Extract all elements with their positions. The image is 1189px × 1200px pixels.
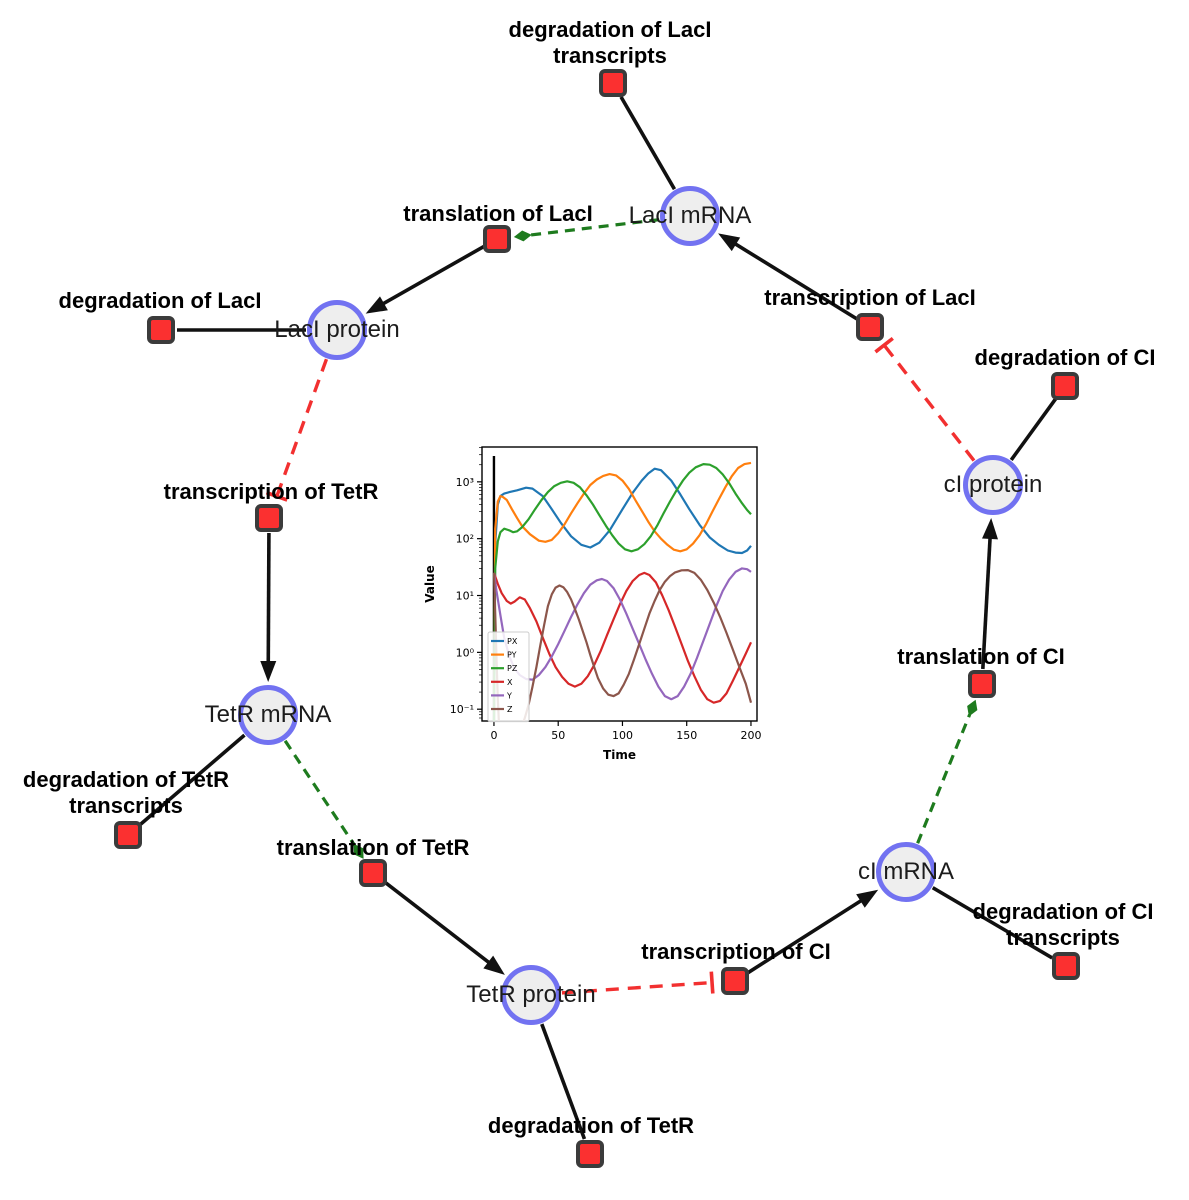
x-tick-label: 100	[612, 729, 633, 742]
y-tick-label: 10⁰	[456, 646, 475, 659]
reaction-label-degradation-laci-transcripts: degradation of LacI transcripts	[508, 17, 712, 68]
y-tick-label: 10¹	[456, 590, 474, 603]
catalysis-diamond-icon	[967, 699, 978, 717]
reaction-node-degradation-tetr-transcripts[interactable]	[114, 821, 142, 849]
series-line-Z	[492, 569, 753, 721]
x-tick-label: 200	[740, 729, 761, 742]
edge-production	[378, 244, 485, 308]
species-node-ci-mrna[interactable]	[876, 842, 936, 902]
edge-production	[730, 240, 859, 321]
species-label-ci-mrna: cI mRNA	[858, 858, 954, 885]
edge-inhibition	[275, 358, 329, 497]
production-arrowhead-icon	[483, 955, 505, 975]
edge-production	[981, 533, 993, 670]
reaction-label-transcription-laci: transcription of LacI	[764, 285, 976, 310]
y-tick-label: 10³	[456, 476, 474, 489]
edge-production	[266, 532, 271, 667]
edge-inhibition	[561, 980, 713, 995]
production-arrowhead-icon	[856, 889, 879, 908]
reaction-node-degradation-ci[interactable]	[1051, 372, 1079, 400]
edge-catalysis	[916, 713, 972, 844]
legend-label-PX: PX	[507, 637, 518, 646]
series-line-X	[492, 571, 752, 704]
reaction-node-translation-tetr[interactable]	[359, 859, 387, 887]
species-label-ci-protein: cI protein	[943, 471, 1043, 498]
species-node-tetr-mrna[interactable]	[238, 685, 298, 745]
reaction-node-translation-ci[interactable]	[968, 670, 996, 698]
reaction-node-degradation-laci[interactable]	[147, 316, 175, 344]
production-arrowhead-icon	[260, 660, 277, 683]
x-tick-label: 0	[490, 729, 497, 742]
reaction-label-degradation-laci: degradation of LacI	[58, 288, 262, 313]
reaction-label-degradation-tetr-transcripts: degradation of TetR transcripts	[22, 767, 230, 818]
edge-consumption	[540, 1023, 587, 1140]
x-tick-label: 50	[551, 729, 565, 742]
edge-consumption	[138, 733, 246, 826]
y-tick-label: 10⁻¹	[450, 703, 474, 716]
reaction-label-translation-ci: translation of CI	[897, 644, 1065, 669]
reaction-node-translation-laci[interactable]	[483, 225, 511, 253]
species-node-laci-protein[interactable]	[307, 300, 367, 360]
reaction-label-transcription-tetr: transcription of TetR	[163, 479, 379, 504]
species-label-tetr-protein: TetR protein	[466, 981, 596, 1008]
species-node-tetr-protein[interactable]	[501, 965, 561, 1025]
catalysis-diamond-icon	[353, 843, 364, 859]
edge-catalysis	[529, 218, 660, 237]
legend-label-PZ: PZ	[507, 664, 518, 673]
legend-label-X: X	[507, 678, 513, 687]
production-arrowhead-icon	[982, 517, 999, 540]
plot-frame	[481, 446, 758, 722]
series-line-PX	[492, 467, 752, 721]
series-line-PY	[492, 461, 752, 721]
edge-consumption	[1009, 397, 1058, 461]
reaction-label-transcription-ci: transcription of CI	[641, 939, 831, 964]
reaction-node-transcription-tetr[interactable]	[255, 504, 283, 532]
reaction-node-degradation-laci-transcripts[interactable]	[599, 69, 627, 97]
y-tick-label: 10²	[456, 533, 474, 546]
reaction-node-degradation-tetr[interactable]	[576, 1140, 604, 1168]
edge-consumption	[619, 95, 677, 191]
edge-consumption	[931, 886, 1054, 960]
inhibition-tbar-icon	[874, 336, 894, 354]
reaction-node-degradation-ci-transcripts[interactable]	[1052, 952, 1080, 980]
edge-catalysis	[283, 739, 357, 847]
reaction-node-transcription-ci[interactable]	[721, 967, 749, 995]
edge-inhibition	[882, 344, 976, 462]
reaction-label-degradation-ci-transcripts: degradation of CI transcripts	[972, 899, 1154, 950]
species-node-laci-mrna[interactable]	[660, 186, 720, 246]
inhibition-tbar-icon	[709, 971, 715, 994]
species-label-laci-mrna: LacI mRNA	[628, 202, 752, 229]
legend-label-Z: Z	[507, 705, 513, 714]
reaction-label-translation-laci: translation of LacI	[403, 201, 593, 226]
reaction-label-degradation-ci: degradation of CI	[974, 345, 1156, 370]
reaction-label-degradation-tetr: degradation of TetR	[487, 1113, 695, 1138]
x-tick-label: 150	[676, 729, 697, 742]
production-arrowhead-icon	[365, 296, 388, 314]
edge-production	[746, 896, 866, 975]
species-label-tetr-mrna: TetR mRNA	[204, 701, 332, 728]
species-label-laci-protein: LacI protein	[274, 316, 400, 343]
species-node-ci-protein[interactable]	[963, 455, 1023, 515]
reaction-node-transcription-laci[interactable]	[856, 313, 884, 341]
legend-label-Y: Y	[506, 691, 512, 700]
legend-label-PY: PY	[507, 651, 517, 660]
catalysis-diamond-icon	[513, 230, 532, 242]
reaction-label-translation-tetr: translation of TetR	[276, 835, 470, 860]
x-axis-label: Time	[603, 748, 636, 762]
production-arrowhead-icon	[718, 233, 741, 252]
y-axis-label: Value	[423, 565, 437, 603]
edge-production	[383, 880, 494, 967]
inhibition-tbar-icon	[265, 490, 288, 502]
series-line-PZ	[492, 463, 752, 721]
